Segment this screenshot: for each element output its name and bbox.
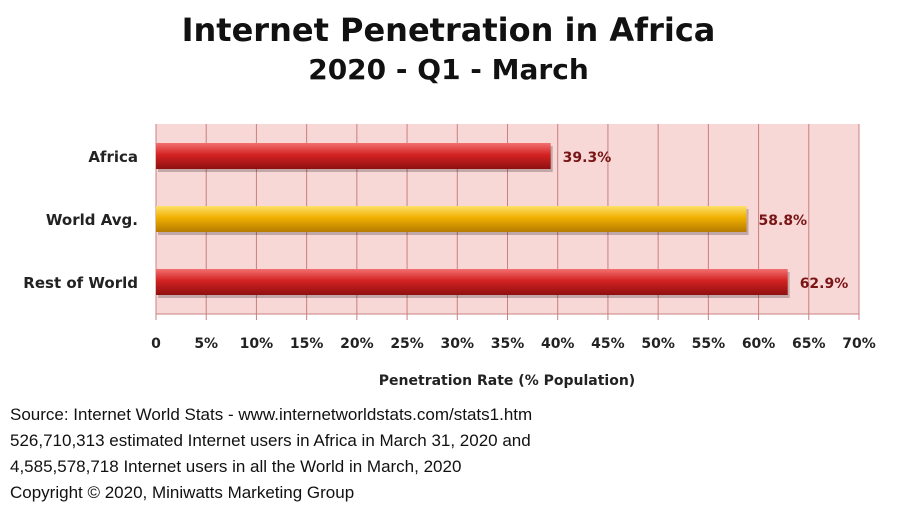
x-tick-label: 0 <box>151 336 161 352</box>
source-notes: Source: Internet World Stats - www.inter… <box>10 402 890 506</box>
value-labels: 39.3% 58.8% 62.9% <box>563 150 849 292</box>
x-tick-label: 25% <box>390 336 424 352</box>
category-label: Africa <box>88 148 138 166</box>
source-line: 4,585,578,718 Internet users in all the … <box>10 457 462 476</box>
x-tick-label: 70% <box>842 336 876 352</box>
x-tick-label: 15% <box>290 336 324 352</box>
x-tick-label: 35% <box>491 336 525 352</box>
x-tick-label: 30% <box>441 336 475 352</box>
x-tick-labels: 0 5% 10% 15% 20% 25% 30% 35% 40% 45% 50% 55% 60% 65% 7… <box>151 336 876 352</box>
chart-title-main: Internet Penetration in Africa <box>181 11 716 49</box>
copyright-line: Copyright © 2020, Miniwatts Marketing Gr… <box>10 483 355 502</box>
x-tick-label: 55% <box>692 336 726 352</box>
x-axis-label: Penetration Rate (% Population) <box>379 373 635 389</box>
value-label: 39.3% <box>563 150 612 166</box>
source-line: 526,710,313 estimated Internet users in … <box>10 431 531 450</box>
x-tick-label: 20% <box>340 336 374 352</box>
category-label: World Avg. <box>46 211 138 229</box>
x-tick-label: 10% <box>240 336 274 352</box>
chart-title: Internet Penetration in Africa 2020 - Q1… <box>0 10 897 90</box>
category-label: Rest of World <box>23 274 138 292</box>
value-label: 58.8% <box>759 213 808 229</box>
x-tick-label: 40% <box>541 336 575 352</box>
value-label: 62.9% <box>800 276 849 292</box>
x-tick-label: 5% <box>194 336 218 352</box>
x-tick-label: 45% <box>591 336 625 352</box>
category-labels: Africa World Avg. Rest of World <box>23 148 138 292</box>
x-tick-label: 50% <box>641 336 675 352</box>
x-tick-label: 60% <box>742 336 776 352</box>
chart-subtitle: 2020 - Q1 - March <box>308 53 589 86</box>
bar <box>156 206 747 232</box>
source-line: Source: Internet World Stats - www.inter… <box>10 405 533 424</box>
x-tick-label: 65% <box>792 336 826 352</box>
bars <box>156 143 790 298</box>
bar-chart: Africa World Avg. Rest of World 39.3% 58.8%… <box>23 124 876 389</box>
bar <box>156 269 788 295</box>
bar <box>156 143 551 169</box>
